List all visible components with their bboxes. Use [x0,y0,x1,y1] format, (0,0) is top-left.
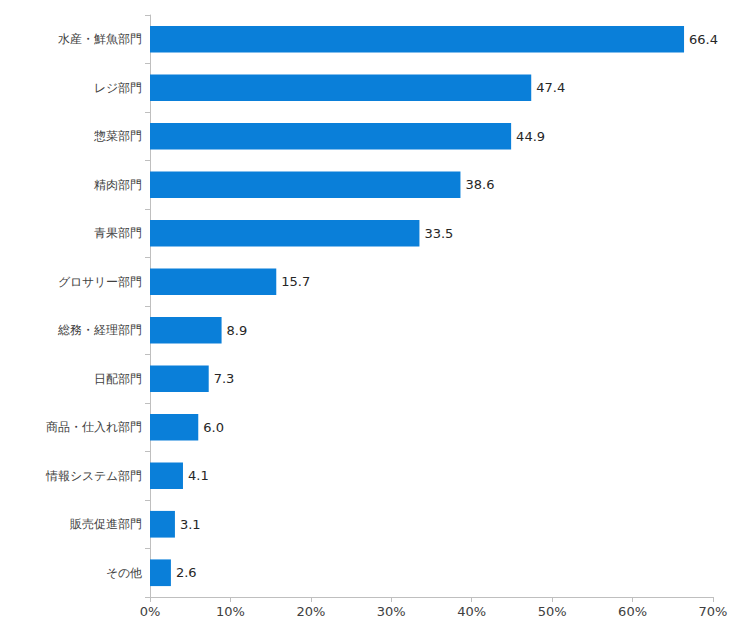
svg-text:2.6: 2.6 [176,565,197,580]
svg-text:レジ部門: レジ部門 [94,81,142,95]
svg-text:精肉部門: 精肉部門 [94,178,142,192]
svg-text:47.4: 47.4 [536,80,565,95]
svg-text:青果部門: 青果部門 [94,226,142,240]
svg-text:66.4: 66.4 [689,32,718,47]
svg-text:30%: 30% [377,604,406,619]
svg-text:60%: 60% [618,604,647,619]
svg-text:総務・経理部門: 総務・経理部門 [57,323,142,337]
svg-text:7.3: 7.3 [214,371,235,386]
svg-text:40%: 40% [457,604,486,619]
svg-text:70%: 70% [699,604,728,619]
svg-text:日配部門: 日配部門 [94,372,142,386]
svg-text:水産・鮮魚部門: 水産・鮮魚部門 [58,32,142,46]
svg-text:グロサリー部門: グロサリー部門 [58,275,142,289]
svg-text:33.5: 33.5 [424,226,453,241]
svg-text:15.7: 15.7 [281,274,310,289]
svg-text:商品・仕入れ部門: 商品・仕入れ部門 [46,420,142,434]
svg-text:情報システム部門: 情報システム部門 [45,469,142,483]
svg-text:6.0: 6.0 [203,420,224,435]
svg-text:50%: 50% [538,604,567,619]
svg-text:20%: 20% [296,604,325,619]
svg-text:38.6: 38.6 [465,177,494,192]
svg-text:3.1: 3.1 [180,517,201,532]
svg-text:44.9: 44.9 [516,129,545,144]
svg-text:8.9: 8.9 [227,323,248,338]
svg-text:惣菜部門: 惣菜部門 [93,129,142,143]
svg-text:その他: その他 [106,566,142,580]
svg-text:10%: 10% [216,604,245,619]
svg-text:販売促進部門: 販売促進部門 [70,517,142,531]
svg-text:4.1: 4.1 [188,468,209,483]
svg-text:0%: 0% [140,604,161,619]
